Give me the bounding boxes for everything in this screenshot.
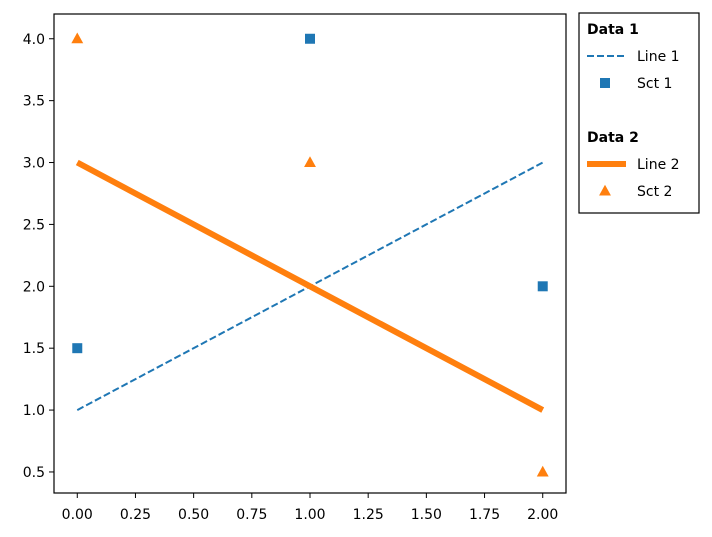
- x-tick-label: 1.50: [411, 507, 442, 523]
- y-tick-label: 0.5: [23, 465, 45, 481]
- y-tick-label: 1.0: [23, 403, 45, 419]
- x-tick-label: 1.25: [353, 507, 384, 523]
- x-tick-label: 0.00: [62, 507, 93, 523]
- legend-entry-label: Line 2: [637, 157, 680, 173]
- legend-group-title: Data 1: [587, 22, 639, 38]
- x-axis: 0.00 0.25 0.50 0.75 1.00 1.25 1.50 1.75 2.00: [62, 493, 558, 523]
- legend: Data 1 Line 1 Sct 1 Data 2 Line 2 Sct 2: [578, 12, 700, 214]
- x-tick-label: 2.00: [527, 507, 558, 523]
- y-tick-label: 4.0: [23, 32, 45, 48]
- legend-swatch-sct2: [599, 184, 611, 196]
- legend-entry-label: Sct 1: [637, 76, 672, 92]
- x-tick-label: 0.75: [236, 507, 267, 523]
- series-layer: [71, 32, 549, 477]
- point-sct2-1: [304, 156, 316, 168]
- point-sct1-0: [72, 343, 83, 354]
- x-tick-label: 0.25: [120, 507, 151, 523]
- x-tick-label: 1.75: [469, 507, 500, 523]
- legend-swatch-sct1: [600, 78, 610, 88]
- plot-area: [54, 14, 566, 493]
- point-sct2-0: [71, 32, 84, 44]
- series-line2: [75, 159, 545, 413]
- x-tick-label: 1.00: [294, 507, 325, 523]
- y-tick-label: 3.0: [23, 156, 45, 172]
- point-sct2-2: [536, 465, 549, 477]
- legend-group-title: Data 2: [587, 130, 639, 146]
- legend-entry-label: Sct 2: [637, 184, 672, 200]
- x-tick-label: 0.50: [178, 507, 209, 523]
- y-tick-label: 3.5: [23, 94, 45, 110]
- y-tick-label: 2.5: [23, 217, 45, 233]
- y-tick-label: 1.5: [23, 341, 45, 357]
- legend-entry-label: Line 1: [637, 49, 680, 65]
- y-axis: 0.5 1.0 1.5 2.0 2.5 3.0 3.5 4.0: [23, 32, 54, 481]
- y-tick-label: 2.0: [23, 279, 45, 295]
- legend-box: [578, 12, 700, 214]
- point-sct1-2: [537, 281, 548, 292]
- point-sct1-1: [305, 33, 315, 44]
